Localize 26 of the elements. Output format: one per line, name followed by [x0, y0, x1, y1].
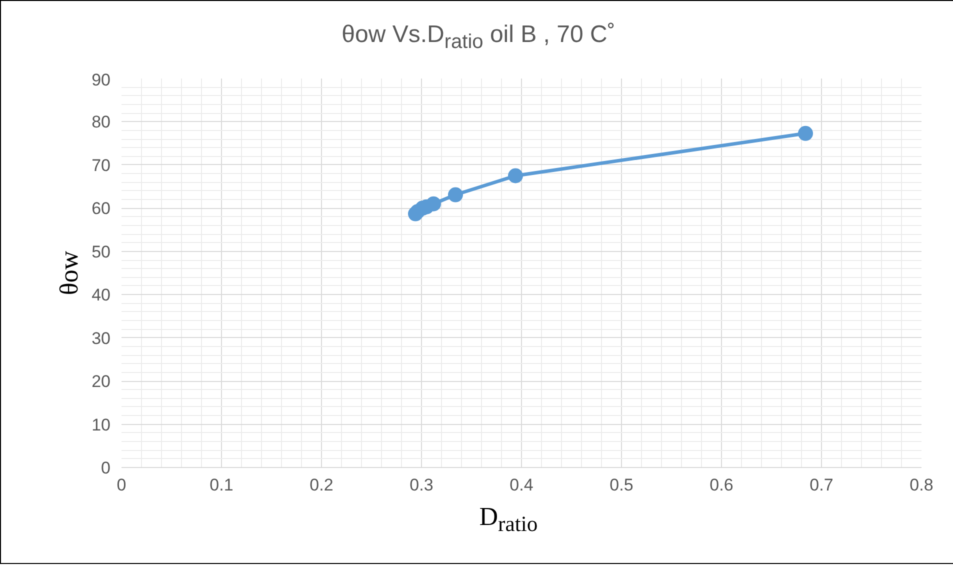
- x-tick-label: 0.2: [310, 476, 334, 494]
- chart-title: θow Vs.D$_{ratio}$ oil B , 70 C˚: [342, 20, 616, 55]
- y-tick-label: 50: [92, 242, 111, 262]
- point: [448, 187, 463, 202]
- x-axis-title: D$_{ratio}$: [479, 501, 538, 538]
- x-tick-label: 0.7: [810, 476, 834, 494]
- y-tick-label: 10: [92, 415, 111, 434]
- y-tick-label: 40: [92, 286, 111, 305]
- y-tick-label: 80: [92, 112, 111, 132]
- point: [508, 168, 523, 184]
- y-axis-title: θow: [54, 250, 84, 296]
- y-tick-label: 30: [92, 328, 111, 348]
- x-tick-label: 0.4: [510, 476, 534, 494]
- y-tick-label: 90: [92, 70, 111, 90]
- y-tick-label: 0: [101, 458, 111, 478]
- y-tick-label: 70: [92, 156, 111, 175]
- x-tick-label: 0.5: [610, 476, 634, 494]
- y-tick-label: 60: [92, 199, 111, 218]
- x-tick-label: 0: [116, 476, 126, 494]
- point: [426, 196, 441, 212]
- x-tick-label: 0.3: [410, 476, 434, 494]
- x-tick-label: 0.8: [910, 476, 934, 494]
- point: [798, 126, 813, 141]
- x-tick-label: 0.6: [710, 476, 734, 494]
- x-tick-label: 0.1: [210, 476, 234, 494]
- y-tick-label: 20: [92, 372, 111, 392]
